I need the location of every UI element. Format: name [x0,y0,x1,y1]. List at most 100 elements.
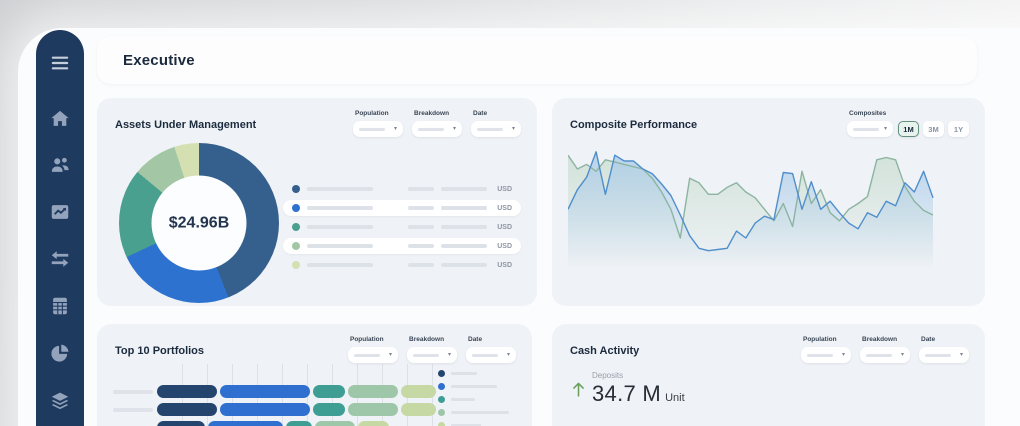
date-dropdown[interactable]: ▾ [466,347,516,363]
placeholder-bar [307,244,373,248]
aum-legend-row: USD [283,219,521,235]
legend-dot [292,204,300,212]
legend-item [438,396,516,403]
menu-icon[interactable] [49,52,71,74]
placeholder-bar [451,371,477,376]
deposits-unit: Unit [665,392,685,404]
deposits-metric: 34.7 M Unit [592,381,685,407]
bar-segment[interactable] [157,385,217,398]
currency-label: USD [497,204,512,212]
date-filter: Date ▾ [466,336,516,363]
trend-up-arrow-icon [573,382,584,397]
date-filter: Date ▾ [919,336,969,363]
page-header: Executive [97,36,977,84]
placeholder-bar [354,353,380,357]
bar-segment[interactable] [358,421,389,426]
allocation-pie-icon[interactable] [49,342,71,364]
legend-dot [438,409,445,416]
filter-label: Population [350,336,384,343]
legend-dot [292,185,300,193]
holdings-layers-icon[interactable] [49,390,71,412]
range-3m-button[interactable]: 3M [923,121,944,137]
population-dropdown[interactable]: ▾ [348,347,398,363]
placeholder-bar [451,384,497,389]
card-title: Top 10 Portfolios [115,345,205,357]
legend-dot [292,223,300,231]
bar-segment[interactable] [401,403,436,416]
transactions-icon[interactable] [49,248,71,270]
placeholder-bar [408,187,435,191]
chevron-down-icon: ▾ [447,352,451,358]
home-icon[interactable] [49,108,71,130]
placeholder-bar [413,353,439,357]
performance-icon[interactable] [49,201,71,223]
range-1y-button[interactable]: 1Y [948,121,969,137]
chevron-down-icon: ▾ [959,352,963,358]
placeholder-bar [853,127,879,131]
placeholder-bar [451,410,509,415]
breakdown-dropdown[interactable]: ▾ [860,347,910,363]
filter-group: Population ▾ Breakdown ▾ Date ▾ [801,336,969,363]
aum-legend-row: USD [283,181,521,197]
bar-segment[interactable] [348,385,398,398]
composites-filter: Composites ▾ [847,110,893,137]
bar-segment[interactable] [220,385,310,398]
bar-segment[interactable] [348,403,398,416]
legend-dot [438,396,445,403]
bar-segment[interactable] [208,421,283,426]
top10-legend [438,370,516,426]
bar-segment[interactable] [401,385,436,398]
placeholder-bar [441,225,488,229]
currency-label: USD [497,261,512,269]
placeholder-bar [441,244,488,248]
filter-label: Date [473,110,488,117]
breakdown-dropdown[interactable]: ▾ [412,121,462,137]
date-dropdown[interactable]: ▾ [471,121,521,137]
composite-blue-line [568,151,934,252]
legend-item [438,370,516,377]
card-title: Cash Activity [570,345,640,357]
chevron-down-icon: ▾ [452,126,456,132]
filter-label: Date [468,336,483,343]
legend-dot [292,242,300,250]
population-dropdown[interactable]: ▾ [353,121,403,137]
chevron-down-icon: ▾ [883,126,887,132]
chevron-down-icon: ▾ [388,352,392,358]
filter-group: Population ▾ Breakdown ▾ Date ▾ [348,336,516,363]
breakdown-filter: Breakdown ▾ [407,336,457,363]
card-assets-under-management: Assets Under Management Population ▾ Break… [97,98,537,306]
placeholder-bar [451,423,481,426]
calculator-icon[interactable] [49,295,71,317]
bar-segment[interactable] [315,421,355,426]
range-1m-button[interactable]: 1M [898,121,919,137]
population-filter: Population ▾ [348,336,398,363]
date-dropdown[interactable]: ▾ [919,347,969,363]
composite-performance-chart[interactable] [568,138,936,290]
aum-donut[interactable]: $24.96B [119,143,279,303]
placeholder-bar [441,263,488,267]
bar-segment[interactable] [313,403,345,416]
placeholder-bar [418,127,444,131]
bar-segment[interactable] [313,385,345,398]
clients-icon[interactable] [49,154,71,176]
top10-bar-chart[interactable] [113,385,439,426]
placeholder-bar [866,353,892,357]
currency-label: USD [497,185,512,193]
bar-segment[interactable] [220,403,310,416]
composites-dropdown[interactable]: ▾ [847,121,893,137]
table-row [113,421,439,426]
breakdown-dropdown[interactable]: ▾ [407,347,457,363]
bar-segment[interactable] [157,421,205,426]
composite-blue-area [568,151,933,268]
filter-label: Composites [849,110,887,117]
bar-segment[interactable] [286,421,312,426]
placeholder-bar [472,353,498,357]
filter-label: Date [921,336,936,343]
card-title: Assets Under Management [115,119,257,131]
bar-segment[interactable] [157,403,217,416]
placeholder-bar [307,206,373,210]
aum-legend: USD USD USD USD USD [283,181,521,273]
composite-green-line [568,154,934,239]
filter-label: Population [355,110,389,117]
population-dropdown[interactable]: ▾ [801,347,851,363]
